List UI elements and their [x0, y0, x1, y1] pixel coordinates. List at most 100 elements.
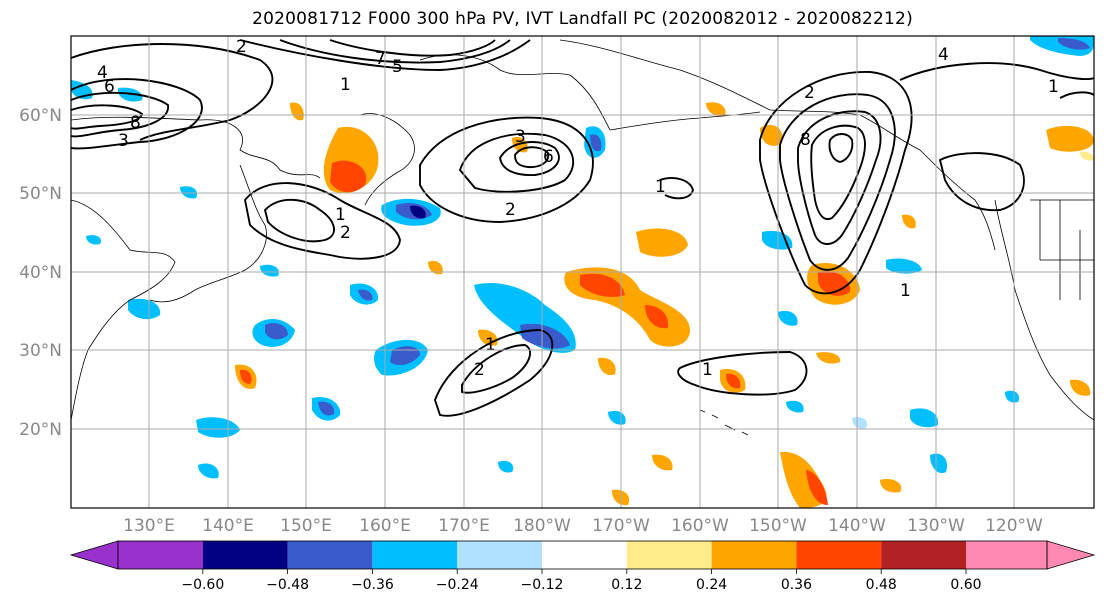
map-border — [70, 35, 1095, 509]
lon-label: 170°W — [592, 516, 650, 536]
anomaly-blob — [816, 352, 841, 364]
colorbar-bin — [457, 541, 542, 569]
lon-label: 130°W — [907, 516, 965, 536]
contour-label: 2 — [804, 83, 815, 103]
contour-label: 7 — [375, 49, 386, 69]
us-state-borders — [1030, 199, 1094, 300]
colorbar-bin — [881, 541, 966, 569]
pv-contour — [659, 177, 694, 200]
anomaly-blob — [180, 186, 198, 199]
anomaly-blob — [1080, 151, 1094, 161]
hawaii-islands — [699, 409, 749, 436]
contour-label: 1 — [702, 360, 713, 380]
lon-label: 140°E — [202, 516, 254, 536]
colorbar-tick-label: 0.60 — [950, 577, 981, 593]
asia-coastline — [71, 116, 321, 421]
anomaly-blob — [762, 230, 793, 250]
pv-contour — [263, 198, 335, 243]
lon-label: 160°E — [359, 516, 411, 536]
lat-label: 60°N — [19, 106, 62, 126]
anomaly-blob — [760, 124, 783, 146]
anomaly-blob — [1046, 125, 1094, 152]
pv-contour — [243, 182, 401, 260]
lon-label: 130°E — [123, 516, 175, 536]
lon-label: 120°W — [985, 516, 1043, 536]
lon-label: 170°E — [438, 516, 490, 536]
positive-anomaly-shading — [235, 102, 1094, 508]
anomaly-blob — [726, 373, 741, 389]
anomaly-blob — [290, 102, 304, 121]
lon-label: 150°E — [280, 516, 332, 536]
contour-label: 1 — [335, 205, 346, 225]
colorbar-bin — [796, 541, 882, 569]
colorbar-bin — [966, 541, 1047, 569]
anomaly-blob — [786, 400, 804, 413]
lon-label: 140°W — [828, 516, 886, 536]
anomaly-blob — [706, 102, 726, 117]
colorbar-tick-label: −0.60 — [181, 577, 224, 593]
anomaly-blob — [645, 305, 669, 329]
lat-label: 30°N — [19, 341, 62, 361]
contour-label: 1 — [900, 281, 911, 301]
colorbar-tick-label: −0.12 — [521, 577, 564, 593]
anomaly-blob — [240, 369, 252, 384]
colorbar-extend-low — [69, 540, 119, 570]
anomaly-blob — [410, 205, 426, 219]
anomaly-blob — [196, 417, 240, 438]
anomaly-blob — [930, 453, 948, 474]
contour-label: 5 — [392, 57, 403, 77]
anomaly-blob — [880, 479, 902, 493]
pv-contour — [279, 39, 511, 64]
pv-contour — [419, 116, 594, 223]
pv-contour — [71, 91, 169, 138]
lat-labels: 60°N 50°N 40°N 30°N 20°N — [19, 106, 62, 440]
anomaly-blob — [778, 310, 798, 326]
anomaly-blob — [598, 357, 616, 376]
contour-label: 8 — [800, 130, 811, 150]
pv-contour — [1059, 91, 1094, 99]
pv-contour — [433, 329, 554, 417]
contour-label: 4 — [938, 45, 949, 65]
colorbar-bin — [202, 541, 288, 569]
contour-label: 1 — [1048, 77, 1059, 97]
pv-contour — [797, 110, 882, 245]
anomaly-blob — [910, 408, 939, 428]
colorbar-bin — [287, 541, 373, 569]
colorbar-bin — [118, 541, 203, 569]
colorbar-extend-high — [1046, 540, 1096, 570]
colorbar-tick-label: 0.48 — [866, 577, 897, 593]
anomaly-blob — [498, 460, 514, 473]
anomaly-blob — [198, 463, 219, 479]
pv-contour — [899, 62, 1094, 81]
anomaly-blob — [390, 346, 420, 366]
lon-label: 180°W — [513, 516, 571, 536]
anomaly-blob — [265, 323, 288, 340]
pv-contour — [759, 71, 913, 295]
pv-contour — [71, 78, 203, 150]
anomaly-blob — [330, 160, 367, 193]
contour-label: 1 — [340, 75, 351, 95]
contour-label: 6 — [543, 147, 554, 167]
anomaly-blob — [636, 228, 688, 257]
contour-label: 2 — [474, 360, 485, 380]
pv-contour — [779, 93, 896, 271]
map-title: 2020081712 F000 300 hPa PV, IVT Landfall… — [252, 9, 913, 29]
lat-label: 20°N — [19, 420, 62, 440]
contour-label: 3 — [118, 131, 129, 151]
pv-contour — [499, 141, 560, 176]
lon-label: 160°W — [671, 516, 729, 536]
lat-label: 40°N — [19, 263, 62, 283]
graticule — [71, 36, 1094, 508]
colorbar-bin — [542, 541, 627, 569]
pv-contour — [828, 133, 854, 163]
anomaly-blob — [128, 298, 161, 320]
pv-contour — [239, 39, 531, 71]
colorbar-tick-label: −0.48 — [266, 577, 309, 593]
lat-label: 50°N — [19, 184, 62, 204]
anomaly-blob — [1058, 38, 1090, 50]
contour-label: 1 — [485, 335, 496, 355]
anomaly-blob — [260, 264, 279, 277]
lon-label: 150°W — [749, 516, 807, 536]
pv-contour — [461, 344, 531, 394]
